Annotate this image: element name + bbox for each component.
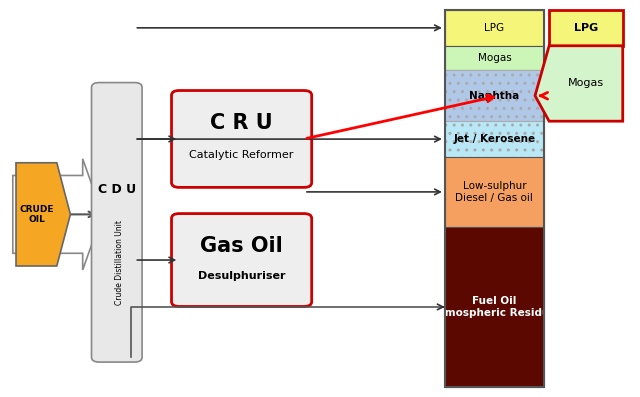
Text: Crude Distillation Unit: Crude Distillation Unit bbox=[115, 220, 125, 305]
Text: C R U: C R U bbox=[211, 113, 273, 133]
Polygon shape bbox=[535, 46, 623, 121]
Text: Desulphuriser: Desulphuriser bbox=[198, 271, 285, 281]
Text: LPG: LPG bbox=[574, 23, 598, 33]
FancyBboxPatch shape bbox=[172, 91, 312, 187]
Text: Low-sulphur
Diesel / Gas oil: Low-sulphur Diesel / Gas oil bbox=[456, 181, 533, 203]
Text: C D U: C D U bbox=[98, 183, 136, 197]
Bar bbox=[549, 10, 623, 46]
Polygon shape bbox=[16, 163, 70, 266]
Text: Jet / Kerosene: Jet / Kerosene bbox=[453, 134, 536, 144]
Bar bbox=[445, 157, 544, 227]
Bar bbox=[445, 10, 544, 46]
FancyBboxPatch shape bbox=[92, 83, 142, 362]
Text: LPG: LPG bbox=[484, 23, 504, 33]
Text: Naphtha: Naphtha bbox=[469, 91, 520, 101]
Text: Mogas: Mogas bbox=[477, 53, 511, 63]
Bar bbox=[445, 70, 544, 121]
Bar bbox=[445, 46, 544, 70]
Text: Catalytic Reformer: Catalytic Reformer bbox=[189, 150, 294, 160]
Bar bbox=[445, 10, 544, 387]
Text: CRUDE
OIL: CRUDE OIL bbox=[19, 205, 54, 224]
Text: Fuel Oil
(Atmospheric Residue): Fuel Oil (Atmospheric Residue) bbox=[428, 296, 561, 318]
Text: Mogas: Mogas bbox=[568, 79, 604, 89]
FancyBboxPatch shape bbox=[172, 214, 312, 306]
Text: Gas Oil: Gas Oil bbox=[200, 236, 283, 256]
Bar bbox=[445, 227, 544, 387]
Bar bbox=[445, 121, 544, 157]
